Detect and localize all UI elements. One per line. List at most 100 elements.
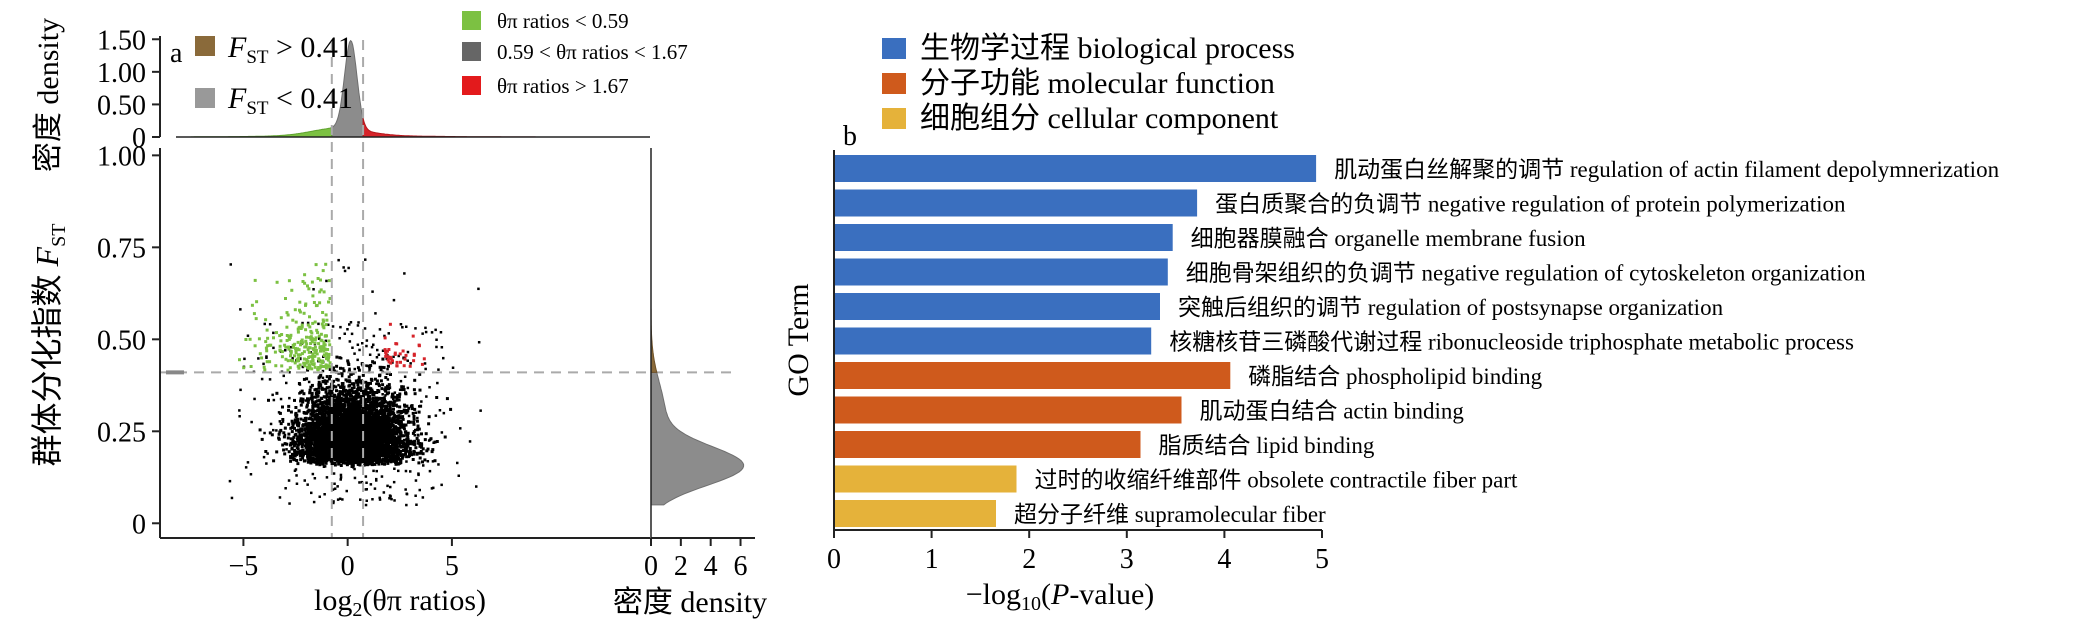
scatter-point	[354, 389, 358, 393]
scatter-point	[333, 436, 337, 440]
scatter-point	[357, 409, 361, 413]
scatter-point	[399, 419, 403, 423]
scatter-point	[335, 377, 339, 381]
scatter-point	[370, 427, 374, 431]
scatter-point	[343, 411, 347, 414]
scatter-point	[380, 435, 384, 439]
scatter-point	[328, 413, 332, 417]
scatter-point	[365, 455, 369, 459]
scatter-point	[386, 430, 390, 434]
scatter-point	[370, 401, 374, 405]
scatter-point	[351, 413, 355, 417]
scatter-point	[382, 437, 386, 441]
scatter-point	[289, 441, 293, 445]
scatter-point	[282, 431, 286, 435]
scatter-point	[331, 423, 335, 427]
scatter-point	[307, 436, 311, 440]
scatter-point	[418, 372, 422, 376]
scatter-point	[383, 453, 387, 457]
scatter-point	[331, 452, 335, 456]
scatter-point	[384, 438, 387, 442]
scatter-point	[357, 402, 361, 406]
scatter-point	[329, 406, 333, 410]
scatter-point	[355, 447, 359, 451]
scatter-point	[356, 414, 360, 418]
scatter-point	[369, 412, 373, 416]
scatter-point	[351, 399, 355, 403]
scatter-point	[328, 385, 332, 389]
scatter-point	[321, 414, 325, 418]
scatter-point	[290, 426, 294, 429]
scatter-point	[362, 410, 366, 414]
scatter-point	[310, 459, 314, 463]
scatter-point	[346, 451, 350, 455]
scatter-point	[357, 424, 361, 428]
scatter-point	[317, 376, 321, 380]
scatter-point	[285, 442, 289, 446]
scatter-point	[399, 449, 403, 453]
scatter-point	[290, 430, 294, 434]
scatter-point	[389, 460, 393, 464]
scatter-point	[332, 412, 336, 416]
scatter-point	[337, 407, 341, 411]
scatter-point	[324, 390, 328, 394]
scatter-point	[314, 413, 318, 417]
scatter-point	[378, 424, 382, 428]
scatter-point	[290, 419, 294, 423]
scatter-point	[395, 444, 398, 448]
scatter-point	[287, 422, 291, 426]
scatter-point	[329, 422, 333, 426]
scatter-point	[309, 412, 313, 416]
scatter-point	[393, 450, 397, 454]
scatter-point	[316, 426, 319, 430]
scatter-point	[366, 458, 370, 462]
scatter-point	[382, 366, 386, 370]
scatter-point	[370, 446, 374, 450]
scatter-point	[349, 426, 353, 430]
scatter-point	[297, 409, 301, 413]
scatter-point	[312, 404, 316, 408]
scatter-point	[390, 430, 394, 434]
scatter-point	[380, 424, 383, 428]
scatter-point	[299, 434, 303, 438]
scatter-point	[390, 395, 394, 399]
scatter-point	[347, 426, 351, 430]
scatter-point	[315, 403, 319, 407]
scatter-point	[344, 393, 348, 397]
scatter-point	[319, 384, 323, 387]
scatter-point	[336, 420, 340, 424]
scatter-point	[289, 410, 293, 414]
scatter-point	[383, 404, 387, 408]
scatter-point	[369, 433, 373, 437]
scatter-point	[360, 409, 364, 413]
scatter-point	[320, 396, 323, 400]
scatter-point	[409, 404, 413, 408]
scatter-point	[299, 458, 303, 462]
scatter-point	[412, 420, 416, 424]
scatter-point	[321, 425, 325, 429]
scatter-point	[309, 439, 313, 443]
scatter-point	[380, 405, 383, 409]
scatter-point	[421, 460, 424, 464]
scatter-point	[306, 400, 310, 404]
scatter-point	[275, 391, 279, 395]
scatter-point	[383, 411, 387, 415]
scatter-point	[364, 459, 367, 463]
scatter-point	[312, 401, 315, 405]
scatter-point	[379, 430, 382, 434]
scatter-point	[328, 420, 332, 424]
scatter-point	[329, 437, 333, 441]
scatter-point	[283, 442, 287, 446]
scatter-point	[369, 421, 373, 424]
scatter-point	[279, 422, 283, 426]
scatter-point	[383, 428, 387, 432]
scatter-point	[332, 366, 335, 370]
scatter-point	[361, 458, 365, 462]
scatter-point	[373, 418, 377, 422]
scatter-point	[359, 388, 362, 392]
scatter-point	[296, 462, 300, 466]
scatter-point	[365, 398, 369, 401]
scatter-point	[291, 456, 295, 460]
scatter-point	[347, 379, 351, 383]
scatter-point	[368, 398, 372, 402]
